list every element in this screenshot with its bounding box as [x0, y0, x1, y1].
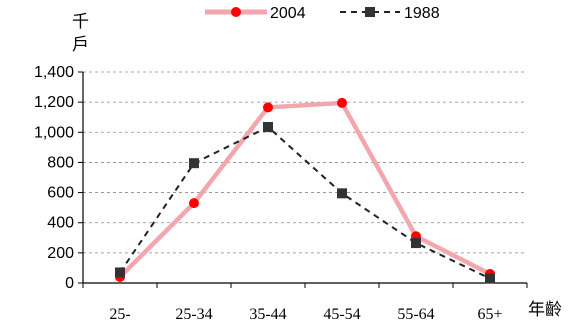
legend-label-2004: 2004: [270, 5, 306, 22]
data-point-1988: [485, 273, 495, 284]
y-tick-label: 1,200: [34, 94, 74, 111]
x-tick-label: 35-44: [249, 306, 286, 323]
y-tick-label: 1,000: [34, 124, 74, 141]
legend-marker-1988: [365, 7, 375, 17]
y-axis-title-char-1: 千: [72, 12, 89, 32]
data-point-1988: [411, 238, 421, 249]
x-tick-label: 45-54: [323, 306, 360, 323]
legend: 2004 1988: [205, 5, 440, 22]
y-tick-label: 600: [47, 185, 74, 202]
legend-label-1988: 1988: [404, 5, 440, 22]
gridlines: [83, 71, 527, 254]
x-axis-title: 年齡: [528, 300, 562, 320]
x-axis-ticks: 25- 25-34 35-44 45-54 55-64 65+: [82, 283, 528, 323]
series-lines: [115, 97, 495, 284]
data-point-1988: [115, 267, 125, 278]
data-point-1988: [337, 188, 347, 199]
series-line-2004: [118, 100, 492, 279]
y-axis-title-char-2: 戶: [72, 35, 89, 55]
y-tick-label: 0: [65, 275, 74, 292]
data-point-1988: [189, 158, 199, 169]
x-tick-label: 25-: [109, 306, 130, 323]
x-tick-label: 25-34: [175, 306, 212, 323]
y-tick-label: 400: [47, 215, 74, 232]
y-axis-ticks: 0 200 400 600 800 1,000 1,200 1,400: [34, 64, 83, 292]
data-point-2004: [189, 198, 199, 209]
x-tick-label: 55-64: [397, 306, 434, 323]
x-tick-label: 65+: [477, 306, 502, 323]
data-point-2004: [337, 97, 347, 108]
y-tick-label: 800: [47, 154, 74, 171]
y-tick-label: 200: [47, 245, 74, 262]
legend-marker-2004: [231, 7, 241, 17]
y-tick-label: 1,400: [34, 64, 74, 81]
series-line-1988: [119, 125, 491, 280]
data-point-2004: [263, 102, 273, 113]
data-point-1988: [263, 122, 273, 133]
